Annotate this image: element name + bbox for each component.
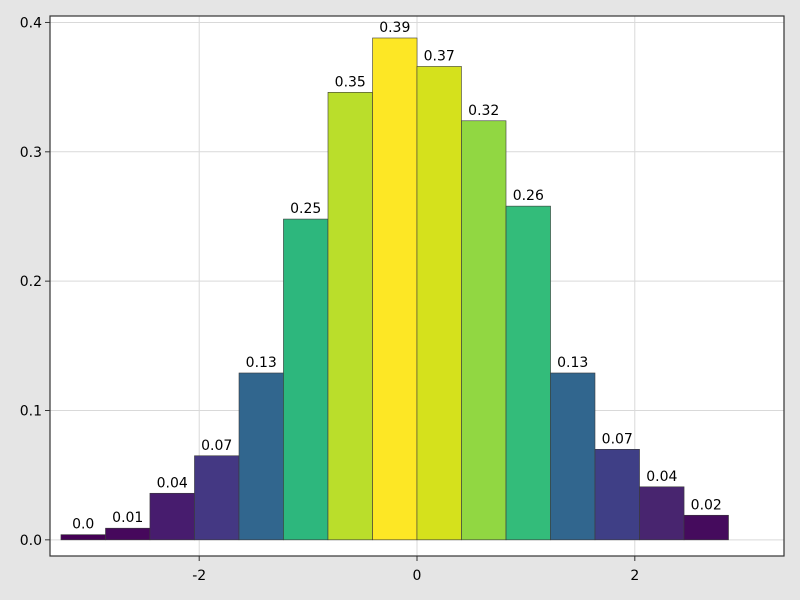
y-axis: 0.0 0.1 0.2 0.3 0.4 xyxy=(20,15,50,549)
y-tick-label: 0.3 xyxy=(20,145,42,161)
bar xyxy=(60,534,106,541)
bar xyxy=(238,372,284,541)
x-tick-label: 2 xyxy=(630,568,639,584)
bar xyxy=(327,92,373,541)
bar-value-label: 0.01 xyxy=(112,510,143,526)
bar-value-label: 0.13 xyxy=(246,355,277,371)
bar xyxy=(461,120,507,541)
x-axis: -2 0 2 xyxy=(192,556,639,584)
bar-value-label: 0.32 xyxy=(468,103,499,119)
bar-value-label: 0.13 xyxy=(557,355,588,371)
bar-value-label: 0.26 xyxy=(513,188,544,204)
bar xyxy=(283,218,329,541)
bar xyxy=(594,448,640,541)
y-tick-label: 0.1 xyxy=(20,403,42,419)
bar-value-label: 0.37 xyxy=(424,48,455,64)
bar-value-label: 0.04 xyxy=(157,475,188,491)
bar-value-label: 0.07 xyxy=(602,431,633,447)
bar-value-label: 0.39 xyxy=(379,20,410,36)
bar xyxy=(416,66,462,541)
data-labels: 0.0 0.01 0.04 0.07 0.13 0.25 0.35 0.39 0.37 0.32 0… xyxy=(72,20,722,533)
bar xyxy=(550,372,596,541)
bar xyxy=(194,455,240,541)
y-tick-label: 0.2 xyxy=(20,274,42,290)
y-tick-label: 0.0 xyxy=(20,533,42,549)
bar-value-label: 0.02 xyxy=(691,497,722,513)
bar xyxy=(639,486,685,541)
bar-value-label: 0.0 xyxy=(72,517,94,533)
bar xyxy=(683,514,729,541)
bar-value-label: 0.35 xyxy=(335,74,366,90)
bars xyxy=(60,37,729,541)
x-tick-label: -2 xyxy=(192,568,206,584)
bar xyxy=(105,527,151,541)
bar-value-label: 0.04 xyxy=(646,469,677,485)
bar xyxy=(149,492,195,541)
bar xyxy=(372,37,418,541)
x-tick-label: 0 xyxy=(413,568,422,584)
y-tick-label: 0.4 xyxy=(20,15,42,31)
bar xyxy=(505,205,551,541)
bar-value-label: 0.25 xyxy=(290,201,321,217)
bar-value-label: 0.07 xyxy=(201,438,232,454)
